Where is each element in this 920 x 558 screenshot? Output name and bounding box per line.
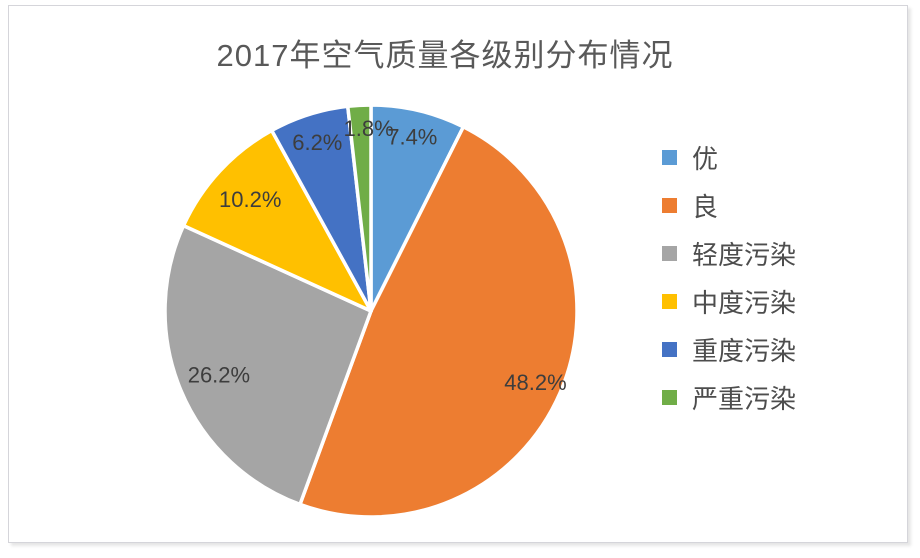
pie-data-label: 6.2% (292, 130, 342, 155)
legend: 优 良 轻度污染 中度污染 重度污染 严重污染 (662, 134, 796, 421)
pie-slice-severe-pollution[interactable] (346, 103, 373, 313)
legend-label: 优 (692, 144, 719, 175)
legend-item-severe-pollution[interactable]: 严重污染 (662, 373, 796, 421)
legend-swatch-severe-pollution (662, 389, 677, 405)
pie-data-label: 48.2% (504, 370, 566, 395)
legend-swatch-excellent (662, 150, 677, 166)
chart-title: 2017年空气质量各级别分布情况 (216, 38, 674, 73)
legend-label: 轻度污染 (692, 240, 797, 271)
legend-swatch-good (662, 198, 677, 214)
pie-data-label: 10.2% (219, 187, 281, 212)
legend-label: 重度污染 (692, 336, 797, 366)
legend-label: 严重污染 (692, 383, 797, 414)
pie-slice-light-pollution[interactable] (163, 223, 373, 507)
legend-item-excellent[interactable]: 优 (662, 134, 796, 182)
pie-slice-good[interactable] (298, 125, 579, 519)
legend-item-good[interactable]: 良 (662, 182, 796, 230)
chart-area: 2017年空气质量各级别分布情况 7.4% 48.2% 26.2% 10.2% 6.2%… (8, 5, 908, 543)
legend-item-moderate-pollution[interactable]: 中度污染 (662, 278, 796, 326)
pie-slice-moderate-pollution[interactable] (181, 128, 373, 313)
legend-label: 中度污染 (692, 288, 797, 319)
legend-label: 良 (692, 192, 719, 223)
legend-item-light-pollution[interactable]: 轻度污染 (662, 230, 796, 278)
pie-slice-excellent[interactable] (369, 103, 466, 313)
pie-chart: 7.4% 48.2% 26.2% 10.2% 6.2%1.8% (163, 103, 579, 519)
legend-item-heavy-pollution[interactable]: 重度污染 (662, 326, 796, 374)
pie-data-label: 7.4% (387, 125, 437, 150)
legend-swatch-moderate-pollution (662, 294, 677, 310)
legend-swatch-heavy-pollution (662, 342, 677, 357)
legend-swatch-light-pollution (662, 246, 677, 262)
pie-data-label: 1.8% (344, 116, 394, 141)
pie-data-label: 26.2% (188, 363, 250, 388)
